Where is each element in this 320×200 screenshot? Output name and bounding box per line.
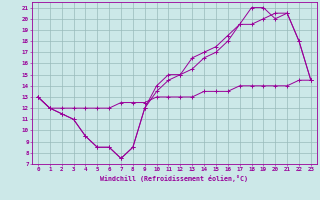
X-axis label: Windchill (Refroidissement éolien,°C): Windchill (Refroidissement éolien,°C) <box>100 175 248 182</box>
